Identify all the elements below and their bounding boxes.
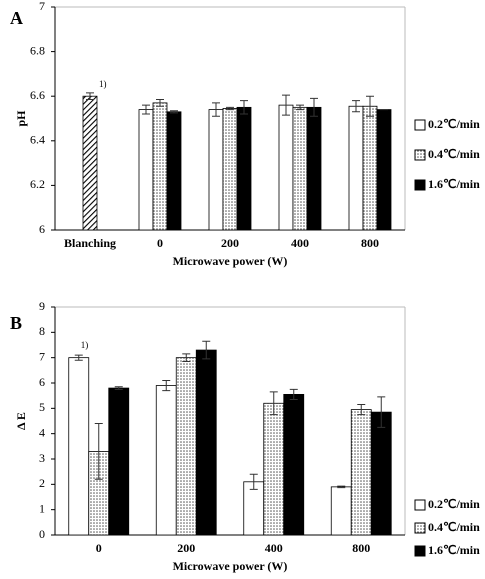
y-tick-label: 3 (39, 451, 45, 465)
bar (195, 349, 217, 536)
y-tick-label: 6.2 (30, 177, 45, 191)
legend-swatch (414, 499, 426, 511)
error-bar (296, 104, 304, 111)
error-bar (86, 92, 94, 101)
bar (278, 104, 294, 231)
bar (350, 409, 372, 536)
bar (306, 106, 322, 231)
legend-label: 1.6℃/min (428, 177, 480, 191)
bar (166, 111, 182, 231)
x-axis-label: Microwave power (W) (173, 254, 288, 268)
bar (68, 357, 90, 536)
bar (348, 105, 364, 231)
x-tick-label: Blanching (64, 236, 116, 250)
y-tick-label: 6 (39, 222, 45, 236)
y-tick-label: 4 (39, 425, 45, 439)
legend-swatch (414, 545, 426, 557)
x-tick-label: 400 (265, 541, 283, 555)
x-tick-label: 400 (291, 236, 309, 250)
bar (152, 102, 168, 231)
y-tick-label: 8 (39, 324, 45, 338)
legend-swatch (414, 179, 426, 191)
y-tick-label: 6.8 (30, 43, 45, 57)
error-bar (352, 100, 360, 113)
legend-label: 1.6℃/min (428, 543, 480, 557)
y-axis-label: pH (14, 110, 28, 127)
y-tick-label: 2 (39, 476, 45, 490)
error-bar (170, 110, 178, 114)
y-tick-label: 6.4 (30, 133, 45, 147)
error-bar (310, 97, 318, 117)
error-bar (202, 340, 211, 360)
error-bar (377, 396, 386, 428)
error-bar (249, 473, 258, 490)
legend-swatch (414, 522, 426, 534)
error-bar (337, 485, 346, 489)
error-bar (282, 94, 290, 116)
error-bar (156, 99, 164, 107)
x-tick-label: 800 (361, 236, 379, 250)
y-tick-label: 6 (39, 375, 45, 389)
y-tick-label: 7 (39, 349, 45, 363)
bar (292, 106, 308, 231)
x-tick-label: 800 (352, 541, 370, 555)
bar (82, 95, 98, 231)
error-bar (114, 386, 123, 390)
error-bar (240, 100, 248, 115)
bar (108, 387, 130, 536)
y-tick-label: 0 (39, 527, 45, 541)
bar (370, 411, 392, 536)
x-tick-label: 200 (177, 541, 195, 555)
bar (236, 106, 252, 231)
bar (263, 402, 285, 536)
error-bar (269, 391, 278, 416)
error-bar (226, 106, 234, 111)
legend-label: 0.2℃/min (428, 497, 480, 511)
error-bar (182, 353, 191, 362)
legend-swatch (414, 149, 426, 161)
bar (376, 109, 392, 231)
x-tick-label: 200 (221, 236, 239, 250)
error-bar (162, 379, 171, 392)
legend-label: 0.4℃/min (428, 520, 480, 534)
error-bar (94, 423, 103, 480)
error-bar (289, 388, 298, 400)
bar (208, 109, 224, 231)
bar (175, 357, 197, 536)
y-axis-label: Δ E (14, 412, 28, 430)
legend-swatch (414, 119, 426, 131)
x-tick-label: 0 (96, 541, 102, 555)
error-bar (357, 404, 366, 416)
panel-label: B (10, 313, 22, 333)
legend-label: 0.4℃/min (428, 147, 480, 161)
y-tick-label: 9 (39, 299, 45, 313)
bar (155, 385, 177, 536)
bar (330, 486, 352, 536)
x-axis-label: Microwave power (W) (173, 559, 288, 573)
y-tick-label: 7 (39, 0, 45, 13)
bar (138, 109, 154, 231)
bar (362, 105, 378, 231)
bar (283, 393, 305, 536)
error-bar (212, 102, 220, 117)
error-bar (142, 104, 150, 115)
error-bar (366, 95, 374, 117)
x-tick-label: 0 (157, 236, 163, 250)
legend-label: 0.2℃/min (428, 117, 480, 131)
y-tick-label: 5 (39, 400, 45, 414)
panel-label: A (10, 8, 23, 28)
y-tick-label: 6.6 (30, 88, 45, 102)
annotation: 1) (81, 340, 89, 350)
annotation: 1) (99, 79, 107, 89)
error-bar (74, 354, 83, 361)
bar (222, 108, 238, 231)
y-tick-label: 1 (39, 501, 45, 515)
